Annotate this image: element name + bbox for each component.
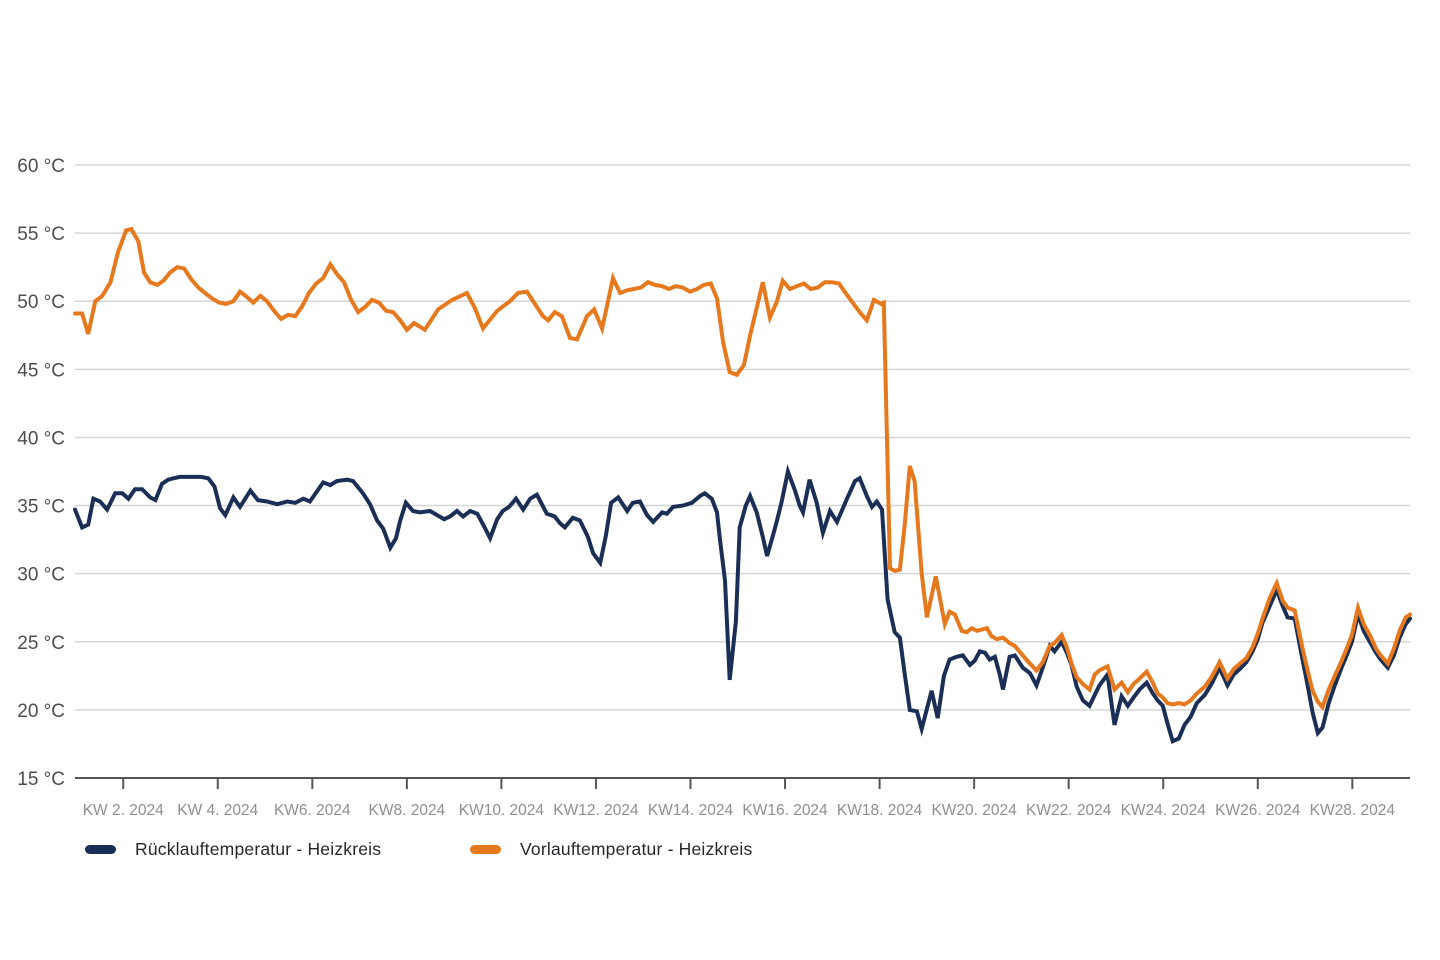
x-tick-label: KW20. 2024 xyxy=(931,802,1017,819)
x-tick-label: KW28. 2024 xyxy=(1310,802,1396,819)
y-tick-label: 40 °C xyxy=(17,428,65,449)
y-tick-label: 50 °C xyxy=(17,292,65,313)
y-tick-label: 45 °C xyxy=(17,360,65,381)
legend-label-ruecklauftemperatur: Rücklauftemperatur - Heizkreis xyxy=(135,838,382,859)
legend-swatch-vorlauftemperatur-icon xyxy=(470,844,501,854)
y-tick-label: 35 °C xyxy=(17,497,65,518)
x-tick-label: KW6. 2024 xyxy=(274,802,351,819)
ruecklauftemperatur-line[interactable] xyxy=(73,464,1412,744)
x-tick-label: KW22. 2024 xyxy=(1026,802,1112,819)
legend-swatch-ruecklauftemperatur-icon xyxy=(85,844,116,854)
y-tick-label: 30 °C xyxy=(17,565,65,586)
x-tick-label: KW16. 2024 xyxy=(742,802,828,819)
x-tick-label: KW12. 2024 xyxy=(553,802,639,819)
x-tick-label: KW 2. 2024 xyxy=(83,802,164,819)
x-tick-label: KW 4. 2024 xyxy=(177,802,258,819)
x-tick-label: KW18. 2024 xyxy=(837,802,923,819)
x-tick-label: KW24. 2024 xyxy=(1121,802,1207,819)
legend-label-vorlauftemperatur: Vorlauftemperatur - Heizkreis xyxy=(520,838,753,859)
y-tick-label: 25 °C xyxy=(17,633,65,654)
x-tick-label: KW14. 2024 xyxy=(648,802,734,819)
vorlauftemperatur-line[interactable] xyxy=(73,226,1412,712)
y-tick-label: 60 °C xyxy=(17,156,65,177)
y-tick-label: 20 °C xyxy=(17,701,65,722)
x-tick-label: KW26. 2024 xyxy=(1215,802,1301,819)
y-tick-label: 55 °C xyxy=(17,224,65,245)
legend-item-ruecklauftemperatur[interactable]: Rücklauftemperatur - Heizkreis xyxy=(85,838,382,859)
y-tick-label: 15 °C xyxy=(17,769,65,790)
x-tick-label: KW8. 2024 xyxy=(369,802,446,819)
legend-item-vorlauftemperatur[interactable]: Vorlauftemperatur - Heizkreis xyxy=(470,838,753,859)
x-tick-label: KW10. 2024 xyxy=(459,802,545,819)
